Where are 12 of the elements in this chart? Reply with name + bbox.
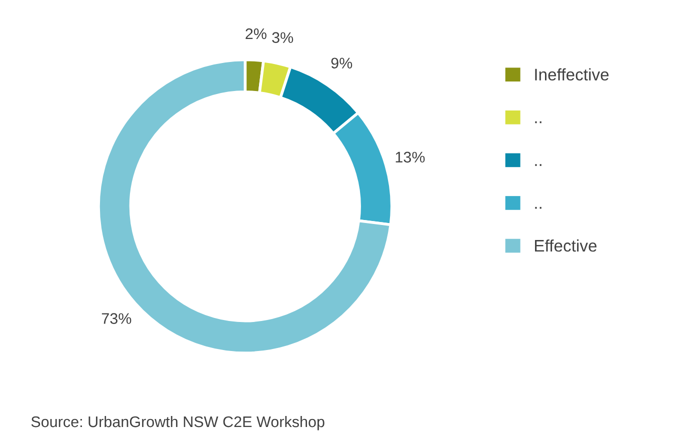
data-label: 9% (331, 58, 352, 69)
legend-label: .. (535, 164, 542, 166)
legend-label: Effective (535, 239, 597, 252)
legend-label: .. (535, 206, 542, 209)
data-label: 73% (102, 313, 132, 324)
data-label: 13% (396, 152, 425, 163)
source-note: Source: UrbanGrowth NSW C2E Workshop (31, 416, 324, 430)
legend-label: .. (535, 121, 542, 124)
data-label: 2% (246, 28, 266, 40)
legend-label: Ineffective (535, 68, 609, 81)
donut-slice (97, 58, 392, 354)
data-label: 3% (272, 32, 294, 43)
